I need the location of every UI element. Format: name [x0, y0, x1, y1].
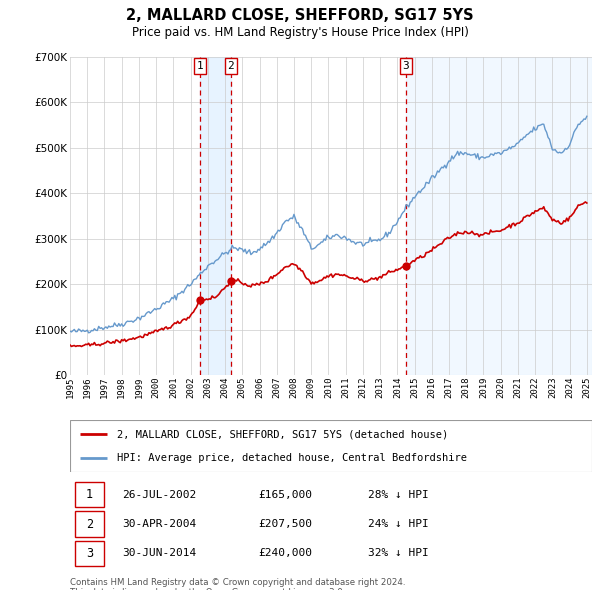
Text: 32% ↓ HPI: 32% ↓ HPI	[368, 549, 428, 559]
Text: £165,000: £165,000	[258, 490, 312, 500]
Text: Price paid vs. HM Land Registry's House Price Index (HPI): Price paid vs. HM Land Registry's House …	[131, 26, 469, 39]
Text: 3: 3	[86, 547, 93, 560]
Text: 26-JUL-2002: 26-JUL-2002	[122, 490, 196, 500]
Text: 30-APR-2004: 30-APR-2004	[122, 519, 196, 529]
FancyBboxPatch shape	[70, 420, 592, 472]
FancyBboxPatch shape	[75, 511, 104, 537]
Text: 2: 2	[86, 517, 93, 530]
Text: 2, MALLARD CLOSE, SHEFFORD, SG17 5YS: 2, MALLARD CLOSE, SHEFFORD, SG17 5YS	[126, 8, 474, 23]
Text: 28% ↓ HPI: 28% ↓ HPI	[368, 490, 428, 500]
Text: 2, MALLARD CLOSE, SHEFFORD, SG17 5YS (detached house): 2, MALLARD CLOSE, SHEFFORD, SG17 5YS (de…	[117, 429, 448, 439]
Text: 24% ↓ HPI: 24% ↓ HPI	[368, 519, 428, 529]
FancyBboxPatch shape	[75, 540, 104, 566]
Text: 2: 2	[227, 61, 234, 71]
Text: 1: 1	[197, 61, 203, 71]
Bar	[200, 57, 231, 375]
FancyBboxPatch shape	[75, 481, 104, 507]
Text: 1: 1	[86, 488, 93, 501]
Text: 30-JUN-2014: 30-JUN-2014	[122, 549, 196, 559]
Text: £240,000: £240,000	[258, 549, 312, 559]
Text: This data is licensed under the Open Government Licence v3.0.: This data is licensed under the Open Gov…	[70, 588, 346, 590]
Text: HPI: Average price, detached house, Central Bedfordshire: HPI: Average price, detached house, Cent…	[117, 453, 467, 463]
Text: £207,500: £207,500	[258, 519, 312, 529]
Text: Contains HM Land Registry data © Crown copyright and database right 2024.: Contains HM Land Registry data © Crown c…	[70, 578, 406, 587]
Text: 3: 3	[403, 61, 409, 71]
Bar	[406, 57, 592, 375]
